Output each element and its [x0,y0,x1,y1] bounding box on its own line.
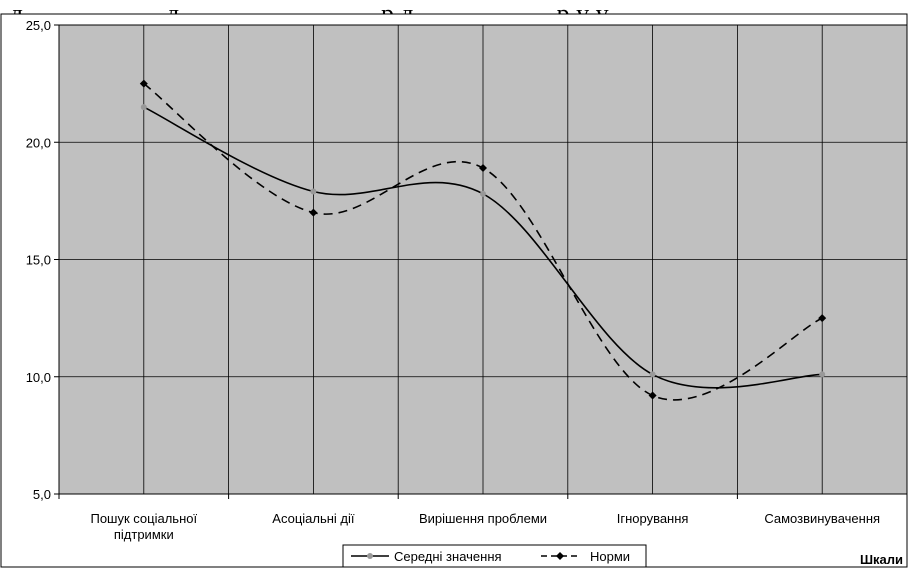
series-point [140,104,147,111]
series-point [480,190,486,197]
x-tick-label: Пошук соціальної підтримки [90,511,197,542]
series-point [309,208,318,217]
x-tick-label: Самозвинувачення [764,511,880,526]
x-tick-label: Асоціальні дії [272,511,355,526]
series-point [479,164,487,173]
y-tick-label: 15,0 [26,253,51,268]
legend-box [342,544,647,568]
series-point [818,314,827,323]
legend: Середні значення Норми [342,544,647,568]
series-point [648,391,657,400]
series-point [819,371,826,378]
x-tick-label: Вирішення проблеми [419,511,547,526]
y-tick-label: 5,0 [33,487,51,502]
x-tick-label: Ігнорування [617,511,689,526]
y-tick-label: 20,0 [26,135,51,150]
x-axis-title: Шкали [860,552,903,567]
y-tick-label: 10,0 [26,370,51,385]
legend-marker-norm [556,552,564,560]
y-tick-label: 25,0 [26,18,51,33]
legend-label-mean: Середні значення [394,549,502,564]
series-group [139,79,827,401]
y-axis-ticks: 5,0 10,0 15,0 20,0 25,0 [26,18,59,502]
grid [59,24,907,495]
series-point [649,371,656,378]
legend-marker-mean [367,553,373,559]
series-point [310,188,317,195]
series-point [139,79,148,88]
series-line-0 [143,106,823,389]
legend-label-norm: Норми [590,549,630,564]
x-axis-ticks: Пошук соціальної підтримки Асоціальні дії В… [58,494,908,542]
